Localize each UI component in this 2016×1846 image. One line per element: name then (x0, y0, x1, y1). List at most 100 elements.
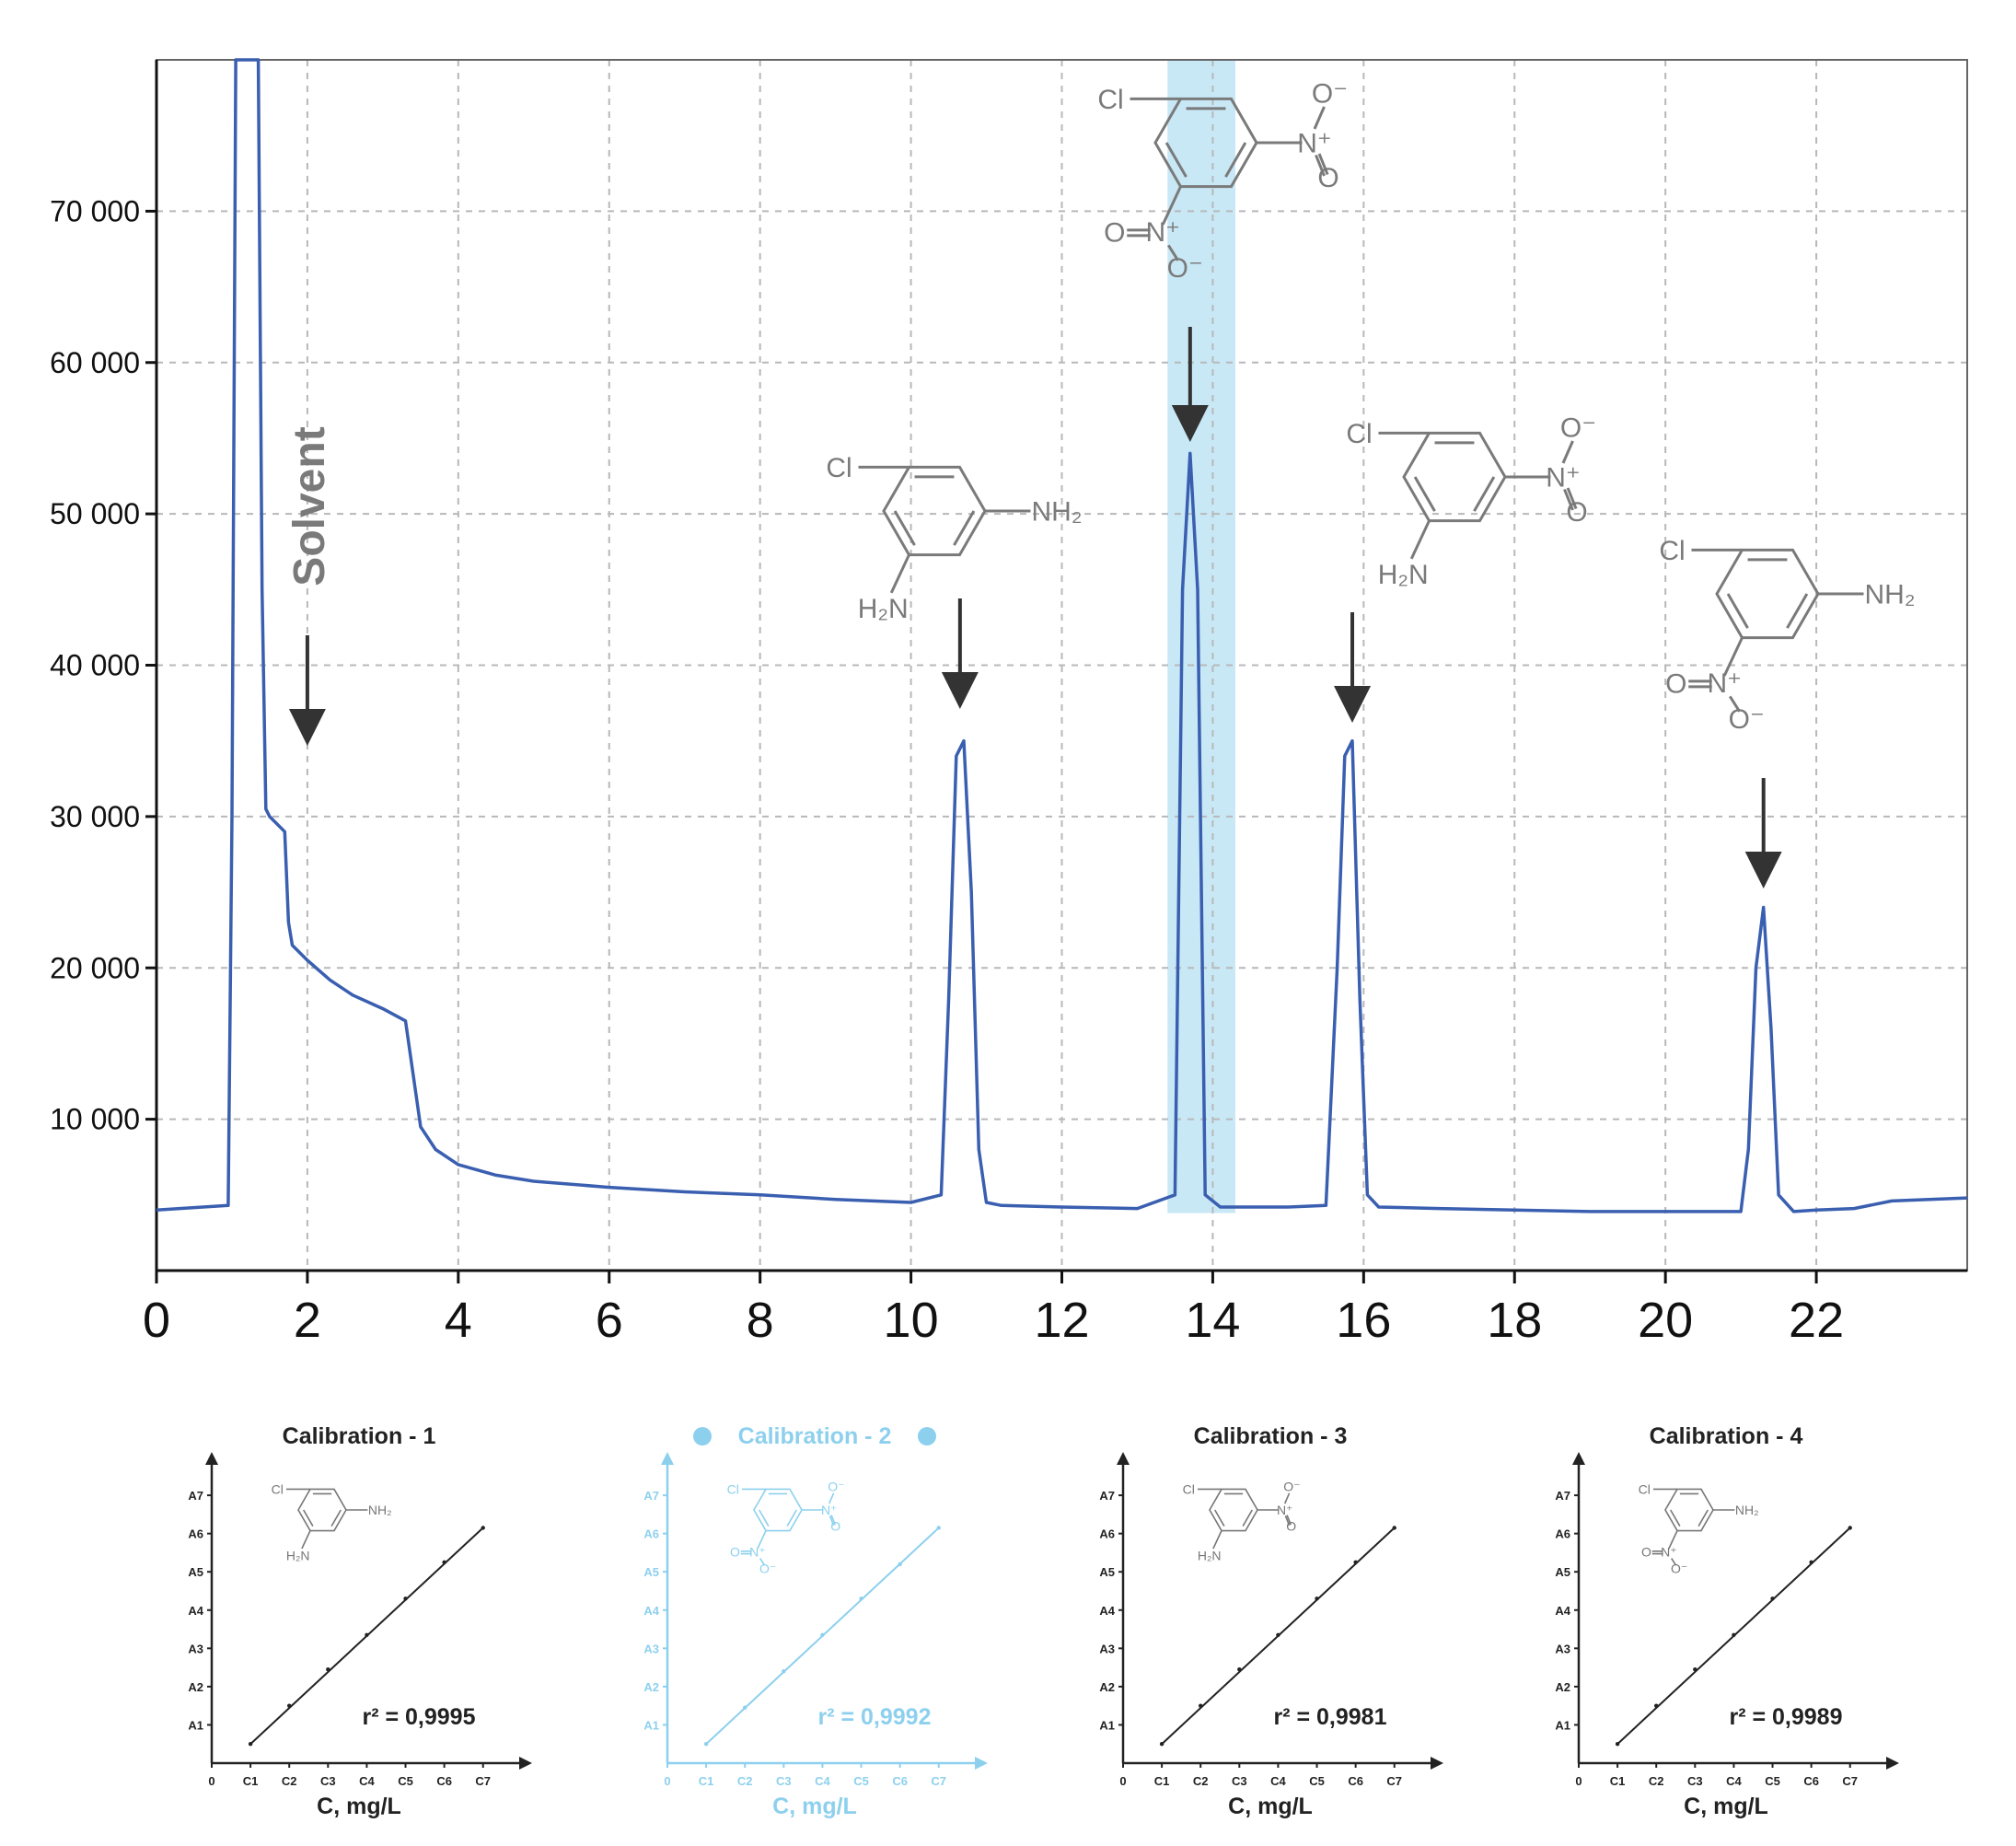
atom-label: O (1104, 217, 1125, 248)
cal-x-tick-label: C6 (1348, 1774, 1363, 1788)
x-tick-label: 4 (445, 1293, 472, 1348)
bond (1668, 1530, 1678, 1550)
cal-structure: Cl NH₂ N⁺ O O⁻ (1639, 1481, 1759, 1575)
cal-x-tick-label: C3 (320, 1774, 336, 1788)
atom-label: N⁺ (821, 1503, 838, 1517)
cal-y-arrow (661, 1452, 674, 1465)
double-bond (1786, 593, 1809, 629)
cal-y-tick-label: A3 (188, 1642, 203, 1655)
y-tick-label: 40 000 (50, 649, 140, 682)
cal-x-tick-label: C2 (1649, 1774, 1664, 1788)
x-tick-label: 14 (1185, 1293, 1240, 1348)
atom-label: NH₂ (1735, 1503, 1759, 1517)
x-tick-label: 2 (294, 1293, 321, 1348)
solvent-label: Solvent (285, 426, 334, 586)
cal-y-tick-label: A3 (1555, 1642, 1570, 1655)
bond (1409, 519, 1431, 560)
cal-x-tick-label: C7 (1842, 1774, 1858, 1788)
cal-point (703, 1742, 709, 1747)
bond (1212, 1530, 1222, 1550)
bond (1161, 185, 1182, 226)
cal-y-tick-label: A3 (643, 1642, 659, 1655)
cal-y-tick-label: A5 (1555, 1565, 1570, 1579)
cal-y-tick-label: A5 (1099, 1565, 1115, 1579)
benzene-ring (1715, 548, 1820, 640)
title-dot-right (918, 1427, 936, 1445)
x-tick-label: 10 (884, 1293, 939, 1348)
cal-y-tick-label: A2 (188, 1680, 203, 1694)
calibration-title: Calibration - 2 (738, 1423, 892, 1449)
atom-label: N⁺ (1146, 217, 1181, 248)
double-bond (1224, 142, 1247, 178)
double-bond (1670, 1509, 1681, 1527)
bond (1728, 695, 1742, 713)
cal-x-tick-label: 0 (208, 1774, 214, 1788)
bond (828, 1492, 835, 1504)
cal-y-tick-label: A5 (643, 1565, 659, 1579)
cal-r2-label: r² = 0,9989 (1729, 1704, 1842, 1730)
atom-label: NH₂ (1865, 580, 1916, 610)
bond (1561, 440, 1574, 464)
bond (1313, 106, 1326, 130)
structure-chloro-dinitrobenzene: Cl N⁺ O⁻ O N⁺ O O⁻ (1097, 79, 1348, 284)
atom-label: N⁺ (1546, 463, 1581, 493)
benzene-ring (297, 1488, 347, 1532)
cal-point (859, 1596, 863, 1601)
cal-point (1770, 1596, 1775, 1601)
cal-r2-label: r² = 0,9995 (362, 1704, 475, 1730)
cal-x-tick-label: C5 (1765, 1774, 1780, 1788)
atom-label: Cl (727, 1481, 739, 1496)
cal-point (403, 1596, 408, 1601)
cal-y-arrow (205, 1452, 218, 1465)
bond (1722, 636, 1744, 677)
cal-point (898, 1562, 902, 1567)
cal-x-label: C, mg/L (772, 1794, 857, 1819)
cal-x-tick-label: C6 (1803, 1774, 1819, 1788)
benzene-ring (1153, 97, 1258, 189)
cal-x-tick-label: C6 (436, 1774, 452, 1788)
cal-x-tick-label: C5 (853, 1774, 869, 1788)
y-tick-label: 50 000 (50, 497, 140, 530)
cal-x-tick-label: C2 (282, 1774, 297, 1788)
cal-point (1315, 1596, 1319, 1601)
cal-x-tick-label: C4 (815, 1774, 830, 1788)
cal-y-tick-label: A3 (1099, 1642, 1115, 1655)
cal-y-tick-label: A4 (1555, 1604, 1570, 1618)
cal-point (365, 1632, 369, 1637)
bond (759, 1558, 766, 1566)
cal-x-label: C, mg/L (1684, 1794, 1768, 1819)
calibration-title: Calibration - 1 (283, 1423, 436, 1449)
cal-point (782, 1669, 786, 1674)
chromatogram-line (156, 58, 1968, 1213)
cal-y-tick-label: A7 (188, 1489, 203, 1503)
bond (301, 1530, 311, 1550)
cal-point (936, 1526, 941, 1530)
cal-point (1237, 1666, 1242, 1672)
cal-point (287, 1703, 292, 1708)
atom-label: O (1665, 668, 1686, 699)
y-tick-label: 10 000 (50, 1103, 140, 1136)
atom-label: O (1286, 1518, 1296, 1533)
cal-x-tick-label: C4 (359, 1774, 375, 1788)
cal-y-tick-label: A4 (643, 1604, 659, 1618)
cal-x-arrow (1431, 1757, 1443, 1770)
atom-label: O (1317, 163, 1338, 193)
x-tick-label: 12 (1034, 1293, 1089, 1348)
cal-r2-label: r² = 0,9981 (1273, 1704, 1386, 1730)
calibration-panels: Calibration - 1 0 C1 C2 C3 C4 C5 C6 C7 A1 A2 A3 A4 A5… (188, 1423, 1899, 1819)
cal-x-tick-label: C7 (475, 1774, 491, 1788)
atom-label: Cl (272, 1481, 284, 1496)
cal-point (1353, 1560, 1358, 1565)
structure-chloro-nitroaniline: Cl N⁺ O⁻ O H₂N (1346, 413, 1596, 590)
atom-label: O (830, 1518, 840, 1533)
calibration-title: Calibration - 4 (1650, 1423, 1803, 1449)
structure-chloro-phenylenediamine: Cl NH₂ H₂N (826, 453, 1082, 624)
x-tick-label: 8 (747, 1293, 774, 1348)
cal-y-tick-label: A7 (1099, 1489, 1115, 1503)
double-bond (1164, 142, 1188, 178)
title-dot-left (693, 1427, 712, 1445)
atom-label: N⁺ (749, 1544, 766, 1559)
double-bond (330, 1509, 342, 1527)
cal-structure: Cl N⁺ O⁻ O H₂N (1183, 1480, 1301, 1563)
double-bond (1214, 1509, 1225, 1527)
